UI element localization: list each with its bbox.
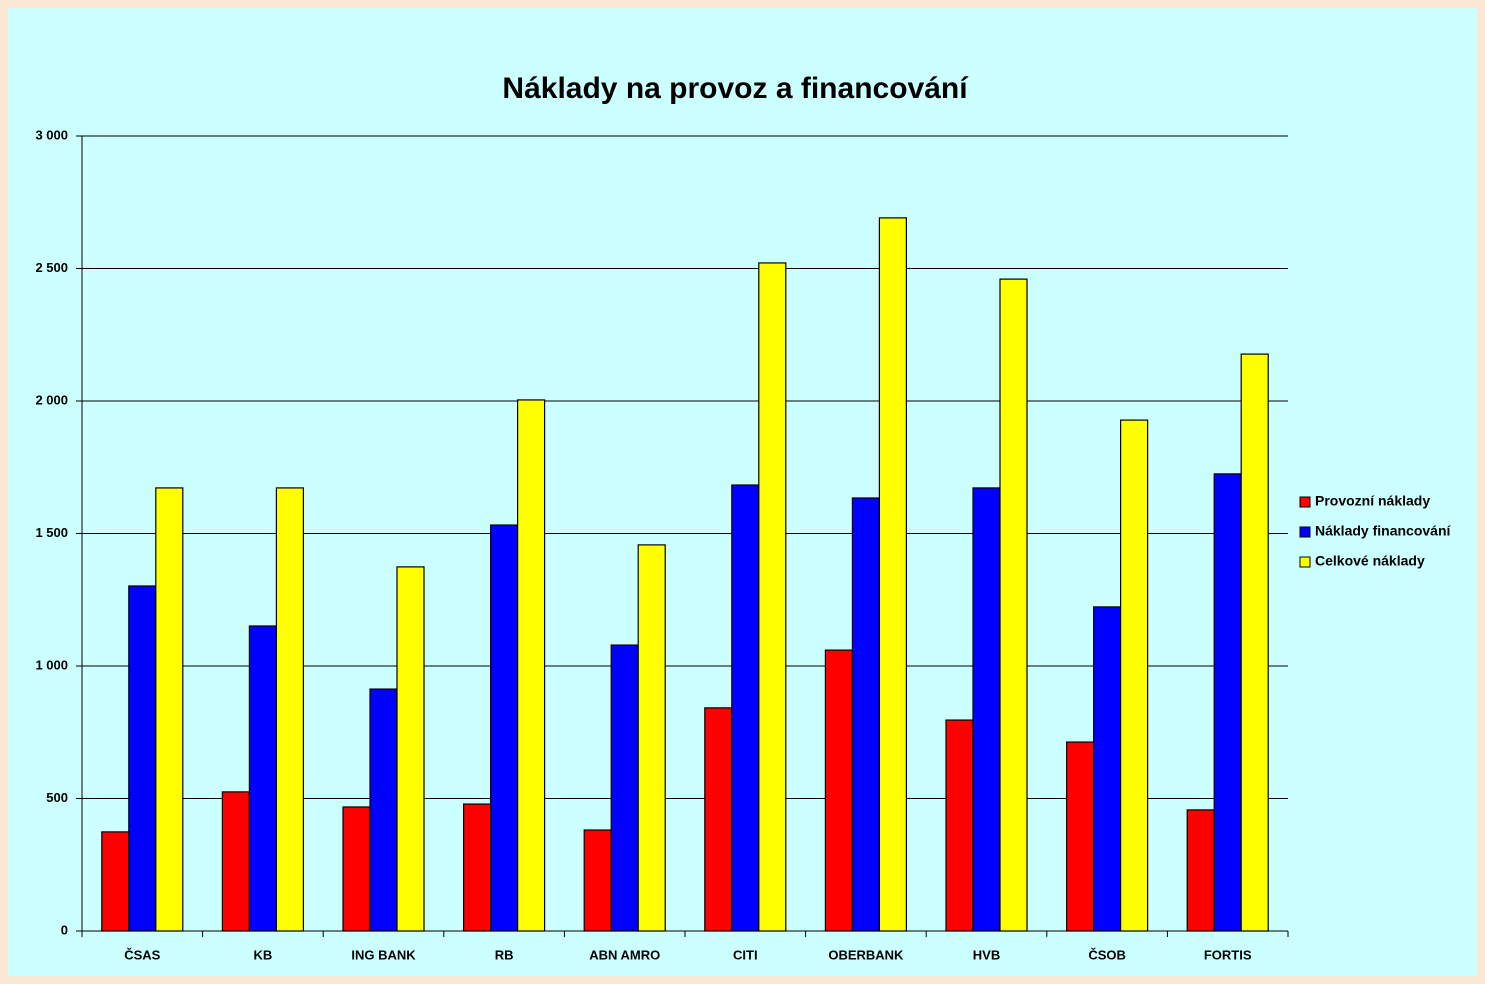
x-tick-label: ČSAS xyxy=(124,947,160,962)
bar xyxy=(342,806,371,932)
bar xyxy=(972,487,1001,932)
x-tick-label: KB xyxy=(254,947,273,962)
x-tick-label: ING BANK xyxy=(351,947,416,962)
x-tick-label: CITI xyxy=(733,947,758,962)
bar xyxy=(221,791,250,932)
bar xyxy=(490,524,519,932)
bar xyxy=(851,497,881,932)
y-tick-label: 0 xyxy=(61,922,68,937)
bar xyxy=(583,829,612,932)
legend-label: Náklady financování xyxy=(1315,523,1451,539)
bar xyxy=(1092,606,1122,932)
bar xyxy=(878,217,908,932)
bar xyxy=(516,399,546,932)
x-tick-label: ČSOB xyxy=(1088,947,1126,962)
bar xyxy=(369,688,398,932)
bar xyxy=(1213,473,1242,932)
bar xyxy=(1065,741,1095,932)
y-tick-label: 1 500 xyxy=(35,525,68,540)
y-tick-label: 2 000 xyxy=(35,392,68,407)
x-tick-label: FORTIS xyxy=(1204,947,1252,962)
bar xyxy=(463,803,492,932)
bar xyxy=(610,644,639,932)
legend-swatch xyxy=(1299,526,1311,538)
bar xyxy=(396,566,425,932)
y-tick-label: 500 xyxy=(46,790,68,805)
x-tick-label: RB xyxy=(495,947,514,962)
bar xyxy=(999,278,1028,932)
bar xyxy=(1119,419,1149,932)
legend-swatch xyxy=(1299,496,1311,508)
bar xyxy=(155,487,184,932)
legend-label: Celkové náklady xyxy=(1315,553,1425,569)
bar xyxy=(1240,353,1269,932)
legend-swatch xyxy=(1299,556,1311,568)
bar xyxy=(1186,809,1215,932)
bar xyxy=(731,484,760,932)
y-tick-label: 1 000 xyxy=(35,657,68,672)
x-tick-label: OBERBANK xyxy=(828,947,904,962)
bar xyxy=(128,585,157,932)
x-tick-label: ABN AMRO xyxy=(589,947,660,962)
bar xyxy=(824,649,854,932)
chart-title: Náklady na provoz a financování xyxy=(502,72,969,105)
bar xyxy=(275,487,304,932)
bar xyxy=(637,544,666,932)
bar xyxy=(945,719,974,932)
y-tick-label: 2 500 xyxy=(35,260,68,275)
bar xyxy=(758,262,787,932)
legend-label: Provozní náklady xyxy=(1315,493,1430,509)
bar xyxy=(248,625,277,932)
x-tick-label: HVB xyxy=(973,947,1000,962)
y-tick-label: 3 000 xyxy=(35,127,68,142)
bar xyxy=(101,831,130,932)
bar xyxy=(704,707,733,932)
